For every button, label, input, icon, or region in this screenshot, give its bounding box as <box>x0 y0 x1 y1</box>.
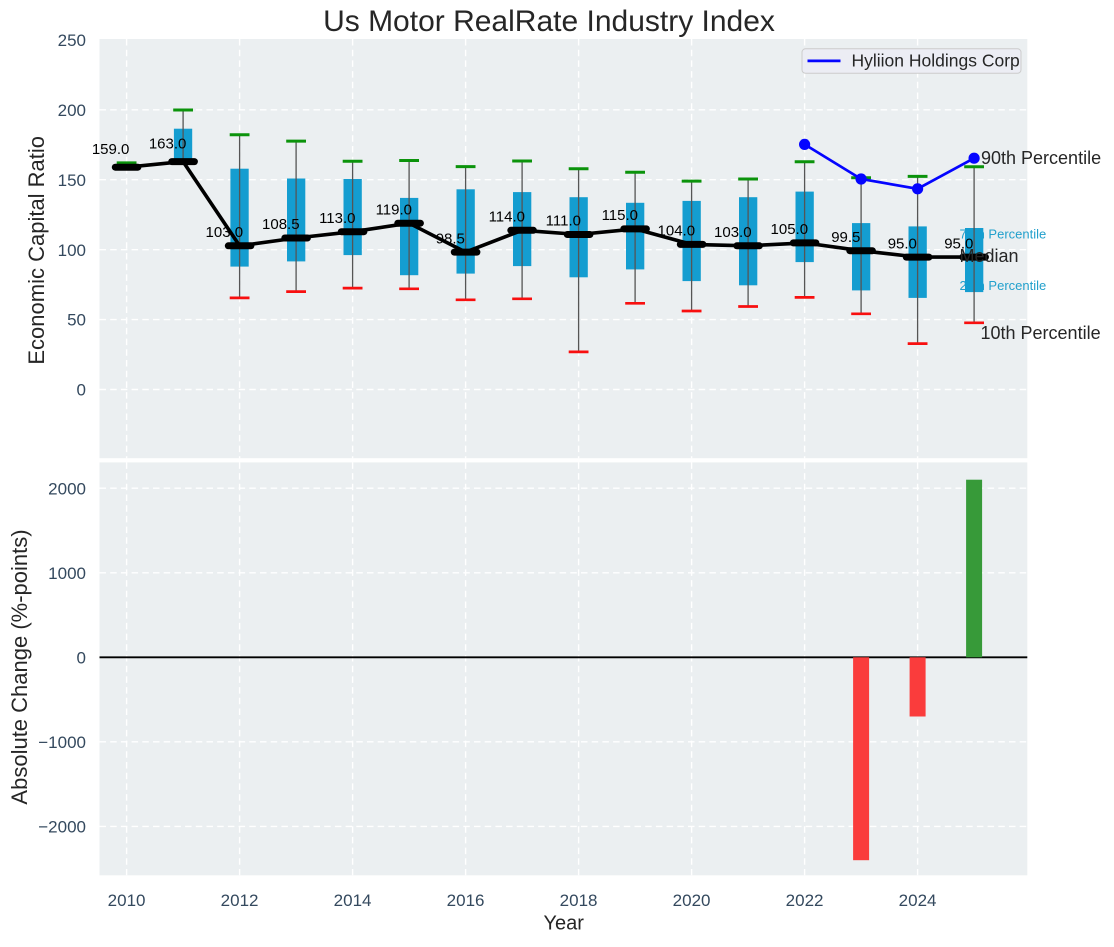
svg-text:105.0: 105.0 <box>771 221 809 238</box>
svg-text:50: 50 <box>67 311 86 330</box>
svg-text:−1000: −1000 <box>38 733 86 752</box>
svg-text:150: 150 <box>58 171 86 190</box>
svg-text:2018: 2018 <box>560 891 598 910</box>
svg-text:Year: Year <box>543 913 584 935</box>
svg-text:2022: 2022 <box>786 891 824 910</box>
svg-text:Median: Median <box>960 246 1019 266</box>
svg-text:115.0: 115.0 <box>602 207 638 224</box>
svg-text:99.5: 99.5 <box>831 229 860 246</box>
svg-text:2020: 2020 <box>673 891 711 910</box>
svg-text:2010: 2010 <box>108 891 146 910</box>
svg-text:114.0: 114.0 <box>489 209 525 226</box>
svg-text:159.0: 159.0 <box>92 141 130 158</box>
svg-text:95.0: 95.0 <box>888 235 917 252</box>
svg-text:200: 200 <box>58 101 86 120</box>
svg-text:2012: 2012 <box>221 891 259 910</box>
svg-text:95.0: 95.0 <box>944 235 973 252</box>
svg-text:90th Percentile: 90th Percentile <box>981 148 1101 168</box>
svg-text:2024: 2024 <box>899 891 937 910</box>
svg-text:103.0: 103.0 <box>714 224 752 241</box>
svg-text:0: 0 <box>77 648 86 667</box>
svg-text:−2000: −2000 <box>38 818 86 837</box>
svg-text:2014: 2014 <box>334 891 372 910</box>
svg-text:119.0: 119.0 <box>376 201 412 218</box>
svg-text:1000: 1000 <box>48 564 86 583</box>
svg-text:Economic Capital Ratio: Economic Capital Ratio <box>24 136 49 365</box>
svg-text:10th Percentile: 10th Percentile <box>981 323 1101 343</box>
svg-text:103.0: 103.0 <box>206 224 244 241</box>
svg-text:104.0: 104.0 <box>658 223 696 240</box>
svg-text:100: 100 <box>58 241 86 260</box>
svg-text:2000: 2000 <box>48 479 86 498</box>
svg-text:2016: 2016 <box>447 891 485 910</box>
svg-text:98.5: 98.5 <box>436 230 465 247</box>
svg-text:111.0: 111.0 <box>546 213 581 230</box>
svg-text:0: 0 <box>77 381 86 400</box>
svg-text:108.5: 108.5 <box>262 216 300 233</box>
svg-text:Absolute Change (%-points): Absolute Change (%-points) <box>7 529 32 804</box>
svg-text:113.0: 113.0 <box>319 210 355 227</box>
svg-text:Hyliion Holdings Corp: Hyliion Holdings Corp <box>852 51 1020 71</box>
svg-text:250: 250 <box>58 31 86 50</box>
svg-text:Us Motor RealRate Industry Ind: Us Motor RealRate Industry Index <box>323 5 775 38</box>
svg-text:163.0: 163.0 <box>149 135 187 152</box>
